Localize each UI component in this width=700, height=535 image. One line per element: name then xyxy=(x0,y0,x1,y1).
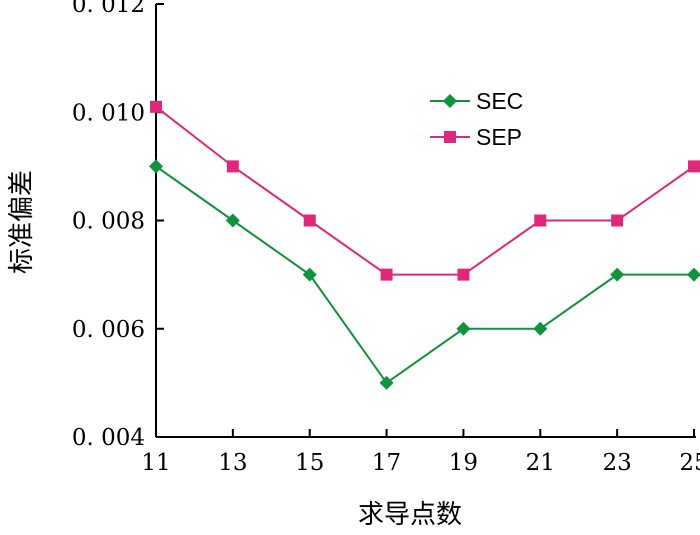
x-tick-label: 15 xyxy=(295,450,324,476)
x-ticks: 11 13 15 17 19 21 23 25 xyxy=(141,429,700,476)
legend-label-sep: SEP xyxy=(476,124,522,150)
data-point-sec xyxy=(687,267,700,282)
legend-label-sec: SEC xyxy=(476,88,523,114)
data-point-sep xyxy=(380,268,393,281)
data-point-sep xyxy=(534,214,547,227)
series-layer xyxy=(149,100,700,390)
x-axis-title: 求导点数 xyxy=(358,500,462,530)
data-point-sec xyxy=(225,213,240,228)
x-tick-label: 21 xyxy=(526,450,555,476)
data-point-sep xyxy=(611,214,624,227)
data-point-sep xyxy=(457,268,470,281)
data-point-sec xyxy=(379,375,394,390)
data-point-sep xyxy=(688,160,700,173)
series-line-sep xyxy=(155,106,695,276)
y-tick-label: 0. 012 xyxy=(72,0,145,18)
x-tick-label: 19 xyxy=(449,450,478,476)
series-sep xyxy=(150,100,700,281)
y-axis-title: 标准偏差 xyxy=(7,170,37,274)
data-point-sec xyxy=(302,267,317,282)
y-tick-label: 0. 004 xyxy=(72,425,145,451)
legend-marker-sec xyxy=(443,94,457,108)
data-point-sec xyxy=(456,321,471,336)
x-tick-label: 23 xyxy=(603,450,632,476)
x-tick-label: 17 xyxy=(372,450,401,476)
y-tick-label: 0. 008 xyxy=(72,209,145,235)
y-tick-label: 0. 006 xyxy=(72,317,145,343)
data-point-sec xyxy=(533,321,548,336)
data-point-sec xyxy=(610,267,625,282)
data-point-sep xyxy=(226,160,239,173)
x-tick-label: 13 xyxy=(218,450,247,476)
data-point-sec xyxy=(149,159,163,174)
y-tick-label: 0. 010 xyxy=(72,100,145,126)
data-point-sep xyxy=(150,100,162,113)
legend-item-sec: SEC xyxy=(430,88,523,114)
legend: SEC SEP xyxy=(430,88,523,150)
y-ticks: 0. 004 0. 006 0. 008 0. 010 0. 012 xyxy=(72,0,164,451)
legend-marker-sep xyxy=(444,131,456,143)
x-tick-label: 25 xyxy=(679,450,700,476)
legend-item-sep: SEP xyxy=(430,124,522,150)
series-line-sec xyxy=(155,165,694,385)
x-tick-label: 11 xyxy=(141,450,170,476)
data-point-sep xyxy=(303,214,316,227)
series-sec xyxy=(149,159,700,390)
